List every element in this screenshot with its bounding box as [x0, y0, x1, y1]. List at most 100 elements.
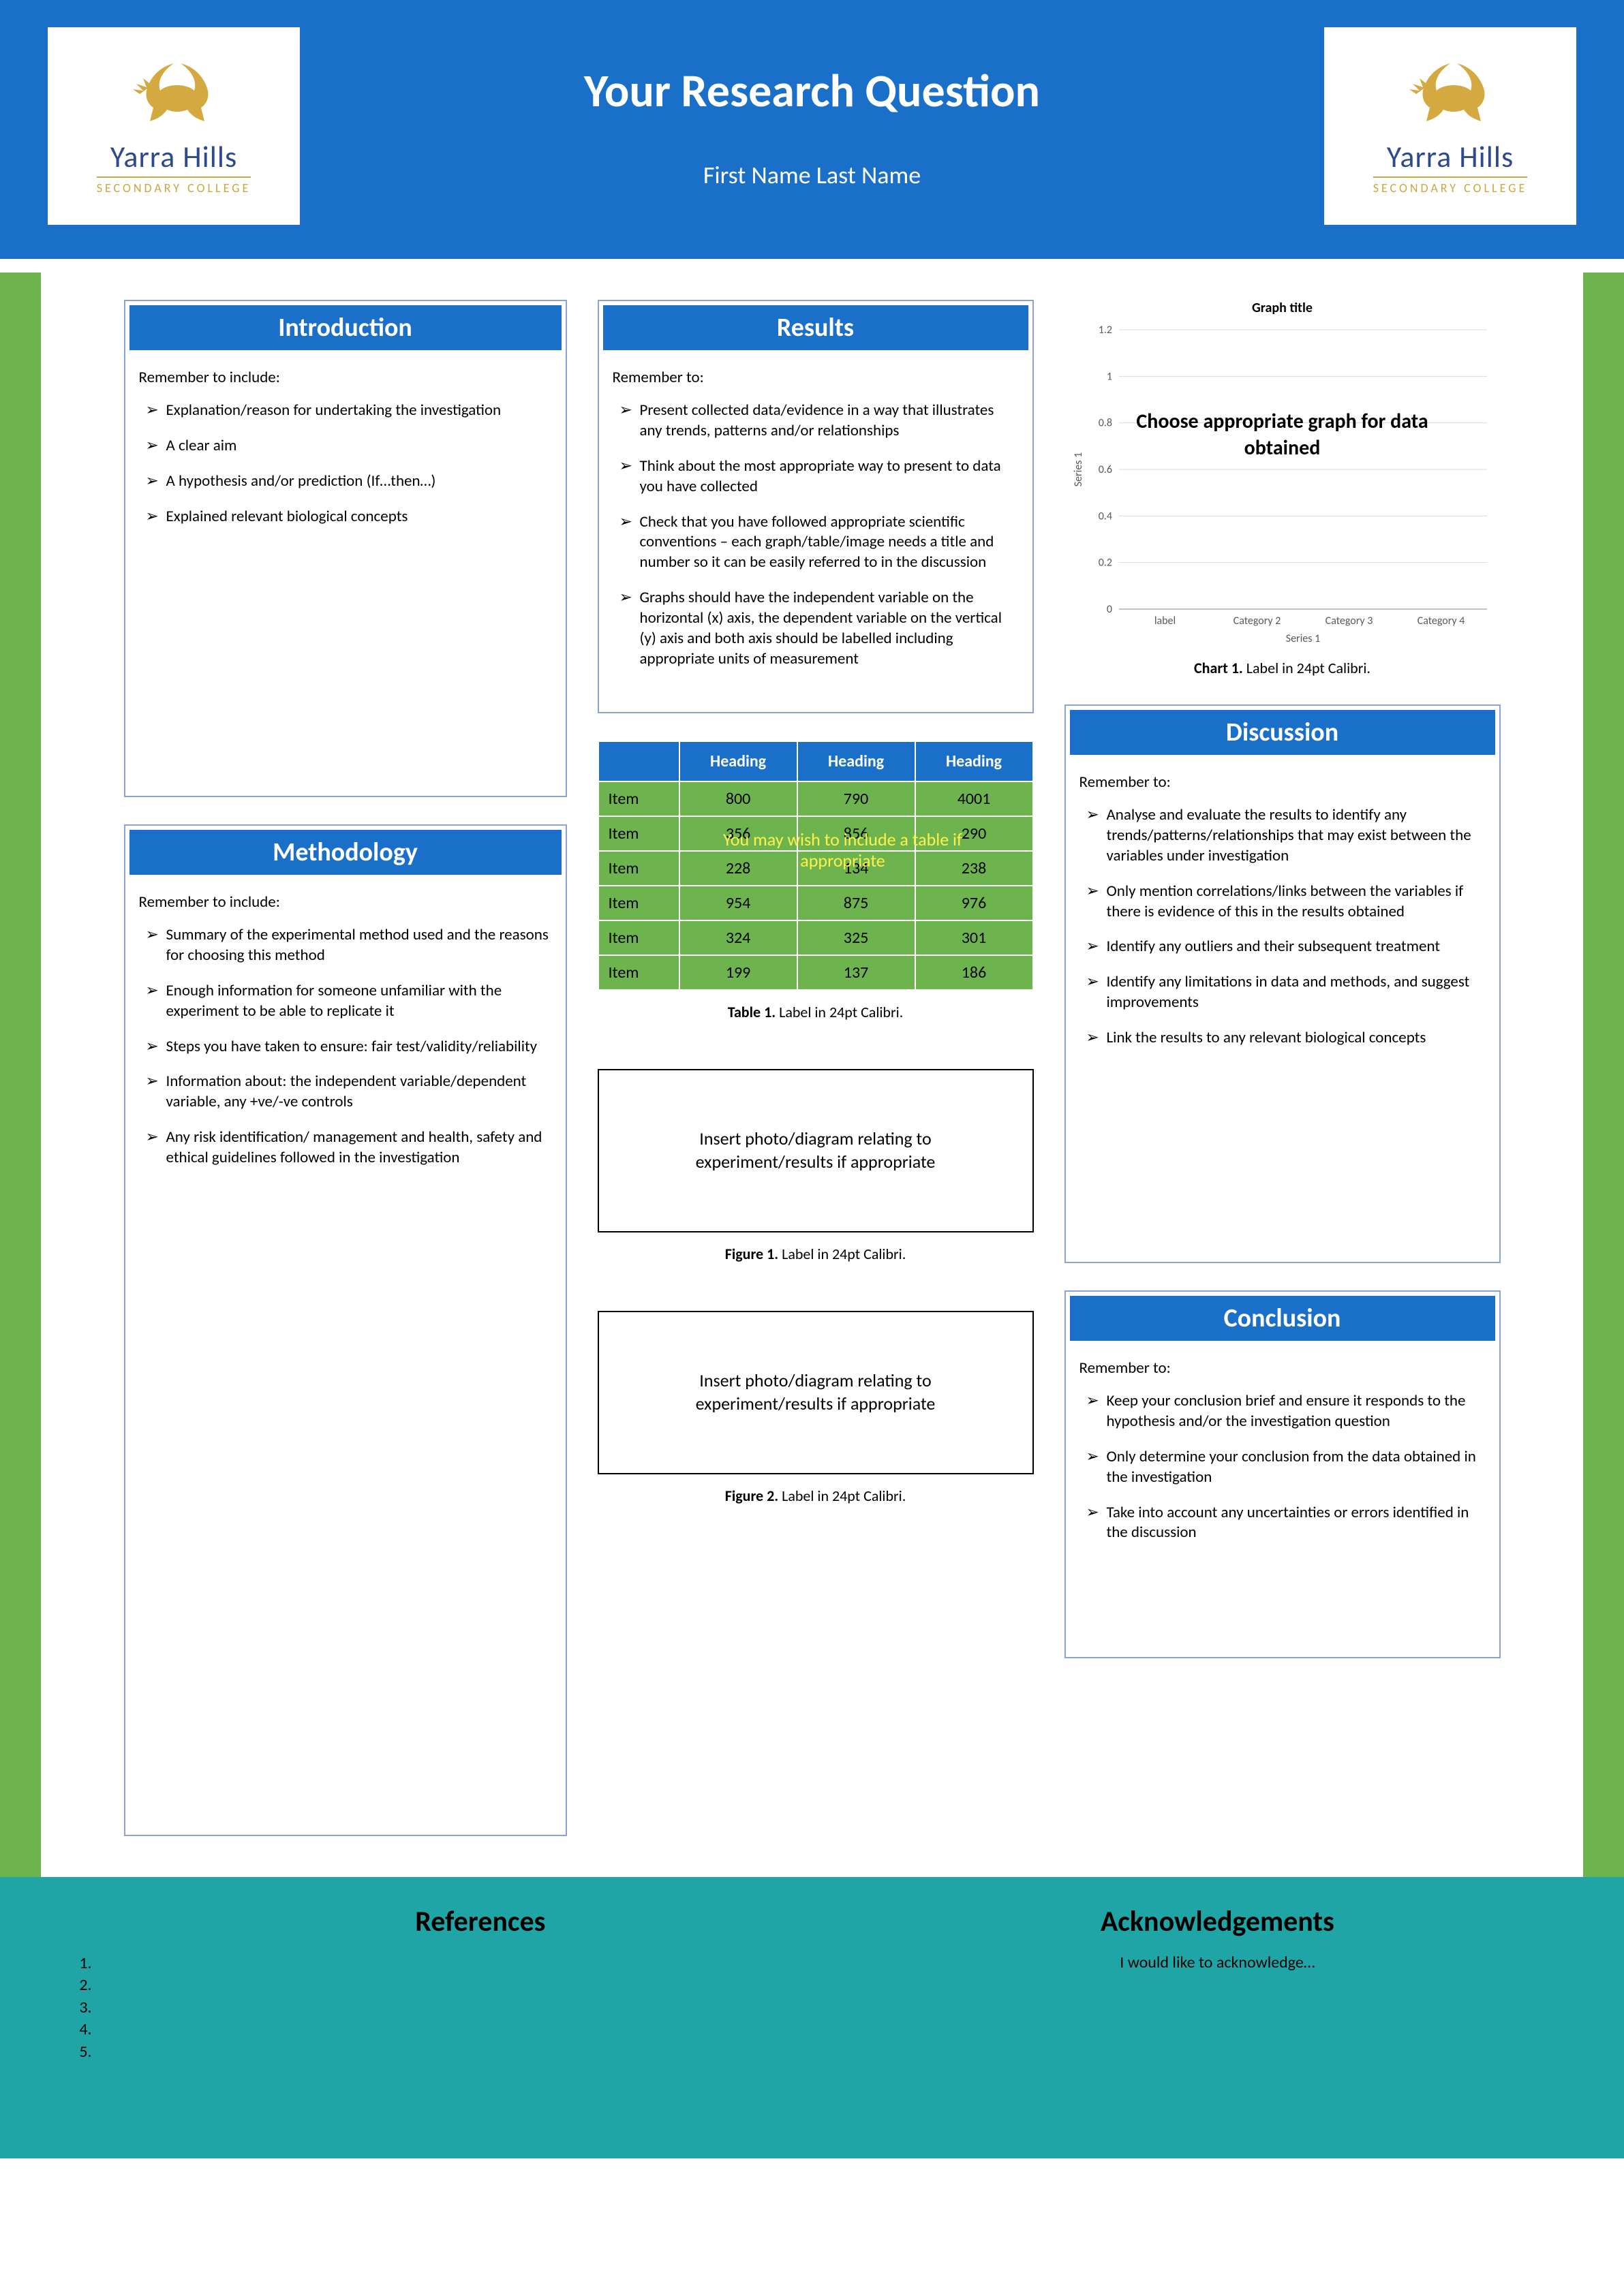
list-item: Explained relevant biological concepts [146, 507, 552, 527]
reference-item [95, 1953, 886, 1974]
table-cell: Item [598, 851, 679, 886]
intro-text: Remember to include: [139, 893, 552, 912]
bullet-list: Analyse and evaluate the results to iden… [1079, 805, 1486, 1049]
table-row: Item954875976 [598, 886, 1033, 920]
research-poster: Yarra Hills SECONDARY COLLEGE Your Resea… [0, 0, 1624, 2158]
caption-bold: Figure 1. [725, 1245, 778, 1263]
table-cell: 954 [679, 886, 797, 920]
table-header-cell: Heading [915, 741, 1033, 781]
list-item: Take into account any uncertainties or e… [1086, 1503, 1486, 1544]
table-cell: 790 [797, 781, 915, 816]
section-body: Remember to: Analyse and evaluate the re… [1066, 759, 1499, 1084]
list-item: Think about the most appropriate way to … [619, 456, 1019, 497]
figure-1-block: Insert photo/diagram relating to experim… [598, 1069, 1034, 1263]
list-item: Graphs should have the independent varia… [619, 588, 1019, 670]
data-table: HeadingHeadingHeading Item8007904001Item… [598, 741, 1034, 991]
table-cell: Item [598, 886, 679, 920]
poster-footer: References Acknowledgements I would like… [0, 1877, 1624, 2158]
table-cell: 301 [915, 920, 1033, 955]
list-item: Keep your conclusion brief and ensure it… [1086, 1391, 1486, 1432]
caption-text: Label in 24pt Calibri. [776, 1003, 903, 1021]
section-title: Methodology [129, 830, 562, 875]
caption-bold: Table 1. [728, 1003, 776, 1021]
table-header-cell: Heading [679, 741, 797, 781]
table-cell: 324 [679, 920, 797, 955]
column-2: Results Remember to: Present collected d… [598, 300, 1034, 1836]
body-columns: Introduction Remember to include: Explan… [41, 273, 1583, 1877]
logo-name: Yarra Hills [1387, 138, 1514, 175]
svg-text:0.2: 0.2 [1098, 557, 1112, 570]
intro-text: Remember to: [613, 368, 1019, 387]
acknowledgements-block: Acknowledgements I would like to acknowl… [886, 1904, 1549, 2063]
list-item: Information about: the independent varia… [146, 1072, 552, 1113]
table-cell: 800 [679, 781, 797, 816]
table-cell: 186 [915, 955, 1033, 990]
table-caption: Table 1. Label in 24pt Calibri. [598, 1003, 1034, 1021]
table-cell: 976 [915, 886, 1033, 920]
list-item: Analyse and evaluate the results to iden… [1086, 805, 1486, 867]
poster-header: Yarra Hills SECONDARY COLLEGE Your Resea… [0, 0, 1624, 259]
list-item: Summary of the experimental method used … [146, 925, 552, 966]
list-item: Identify any limitations in data and met… [1086, 972, 1486, 1013]
svg-text:Series 1: Series 1 [1285, 632, 1320, 645]
figure-placeholder: Insert photo/diagram relating to experim… [598, 1069, 1034, 1232]
table-header-cell [598, 741, 679, 781]
list-item: Any risk identification/ management and … [146, 1128, 552, 1168]
list-item: Only determine your conclusion from the … [1086, 1447, 1486, 1488]
svg-text:1.2: 1.2 [1098, 324, 1112, 337]
logo-name: Yarra Hills [110, 138, 237, 175]
svg-text:label: label [1154, 615, 1175, 627]
list-item: Enough information for someone unfamilia… [146, 981, 552, 1022]
chart-svg: 00.20.40.60.811.2labelCategory 2Category… [1064, 323, 1501, 650]
caption-bold: Chart 1. [1194, 659, 1243, 677]
svg-text:Category 2: Category 2 [1233, 615, 1281, 627]
section-title: Results [603, 305, 1028, 350]
ack-text: I would like to acknowledge… [886, 1953, 1549, 1972]
ack-title: Acknowledgements [886, 1904, 1549, 1939]
table-body: Item8007904001Item356856290Item228134238… [598, 781, 1033, 990]
introduction-section: Introduction Remember to include: Explan… [124, 300, 567, 797]
svg-text:Category 3: Category 3 [1325, 615, 1373, 627]
griffin-icon [126, 57, 221, 131]
bullet-list: Keep your conclusion brief and ensure it… [1079, 1391, 1486, 1543]
section-body: Remember to include: Summary of the expe… [125, 879, 566, 1204]
table-cell: 356 [679, 816, 797, 851]
table-cell: 325 [797, 920, 915, 955]
list-item: Link the results to any relevant biologi… [1086, 1028, 1486, 1049]
section-body: Remember to include: Explanation/reason … [125, 354, 566, 563]
reference-item [95, 1997, 886, 2019]
reference-item [95, 2019, 886, 2041]
poster-title: Your Research Question [300, 63, 1324, 119]
logo-left: Yarra Hills SECONDARY COLLEGE [48, 27, 300, 225]
bullet-list: Explanation/reason for undertaking the i… [139, 401, 552, 527]
references-title: References [75, 1904, 886, 1939]
table-cell: 856 [797, 816, 915, 851]
column-3: Graph title 00.20.40.60.811.2labelCatego… [1064, 300, 1501, 1836]
chart-caption: Chart 1. Label in 24pt Calibri. [1064, 659, 1501, 677]
list-item: Steps you have taken to ensure: fair tes… [146, 1037, 552, 1057]
conclusion-section: Conclusion Remember to: Keep your conclu… [1064, 1290, 1501, 1658]
table-row: Item8007904001 [598, 781, 1033, 816]
references-block: References [75, 1904, 886, 2063]
list-item: A clear aim [146, 436, 552, 456]
table-cell: 134 [797, 851, 915, 886]
chart-block: Graph title 00.20.40.60.811.2labelCatego… [1064, 300, 1501, 677]
results-section: Results Remember to: Present collected d… [598, 300, 1034, 713]
svg-text:0.4: 0.4 [1098, 510, 1112, 523]
poster-author: First Name Last Name [300, 160, 1324, 190]
reference-item [95, 1974, 886, 1996]
list-item: Present collected data/evidence in a way… [619, 401, 1019, 441]
methodology-section: Methodology Remember to include: Summary… [124, 824, 567, 1836]
table-row: Item199137186 [598, 955, 1033, 990]
section-body: Remember to: Present collected data/evid… [599, 354, 1032, 712]
section-title: Discussion [1070, 710, 1495, 755]
table-cell: Item [598, 781, 679, 816]
table-cell: 238 [915, 851, 1033, 886]
discussion-section: Discussion Remember to: Analyse and eval… [1064, 704, 1501, 1263]
table-cell: 290 [915, 816, 1033, 851]
table-cell: Item [598, 920, 679, 955]
caption-text: Label in 24pt Calibri. [778, 1487, 906, 1505]
section-body: Remember to: Keep your conclusion brief … [1066, 1345, 1499, 1579]
table-cell: 4001 [915, 781, 1033, 816]
table-row: Item324325301 [598, 920, 1033, 955]
